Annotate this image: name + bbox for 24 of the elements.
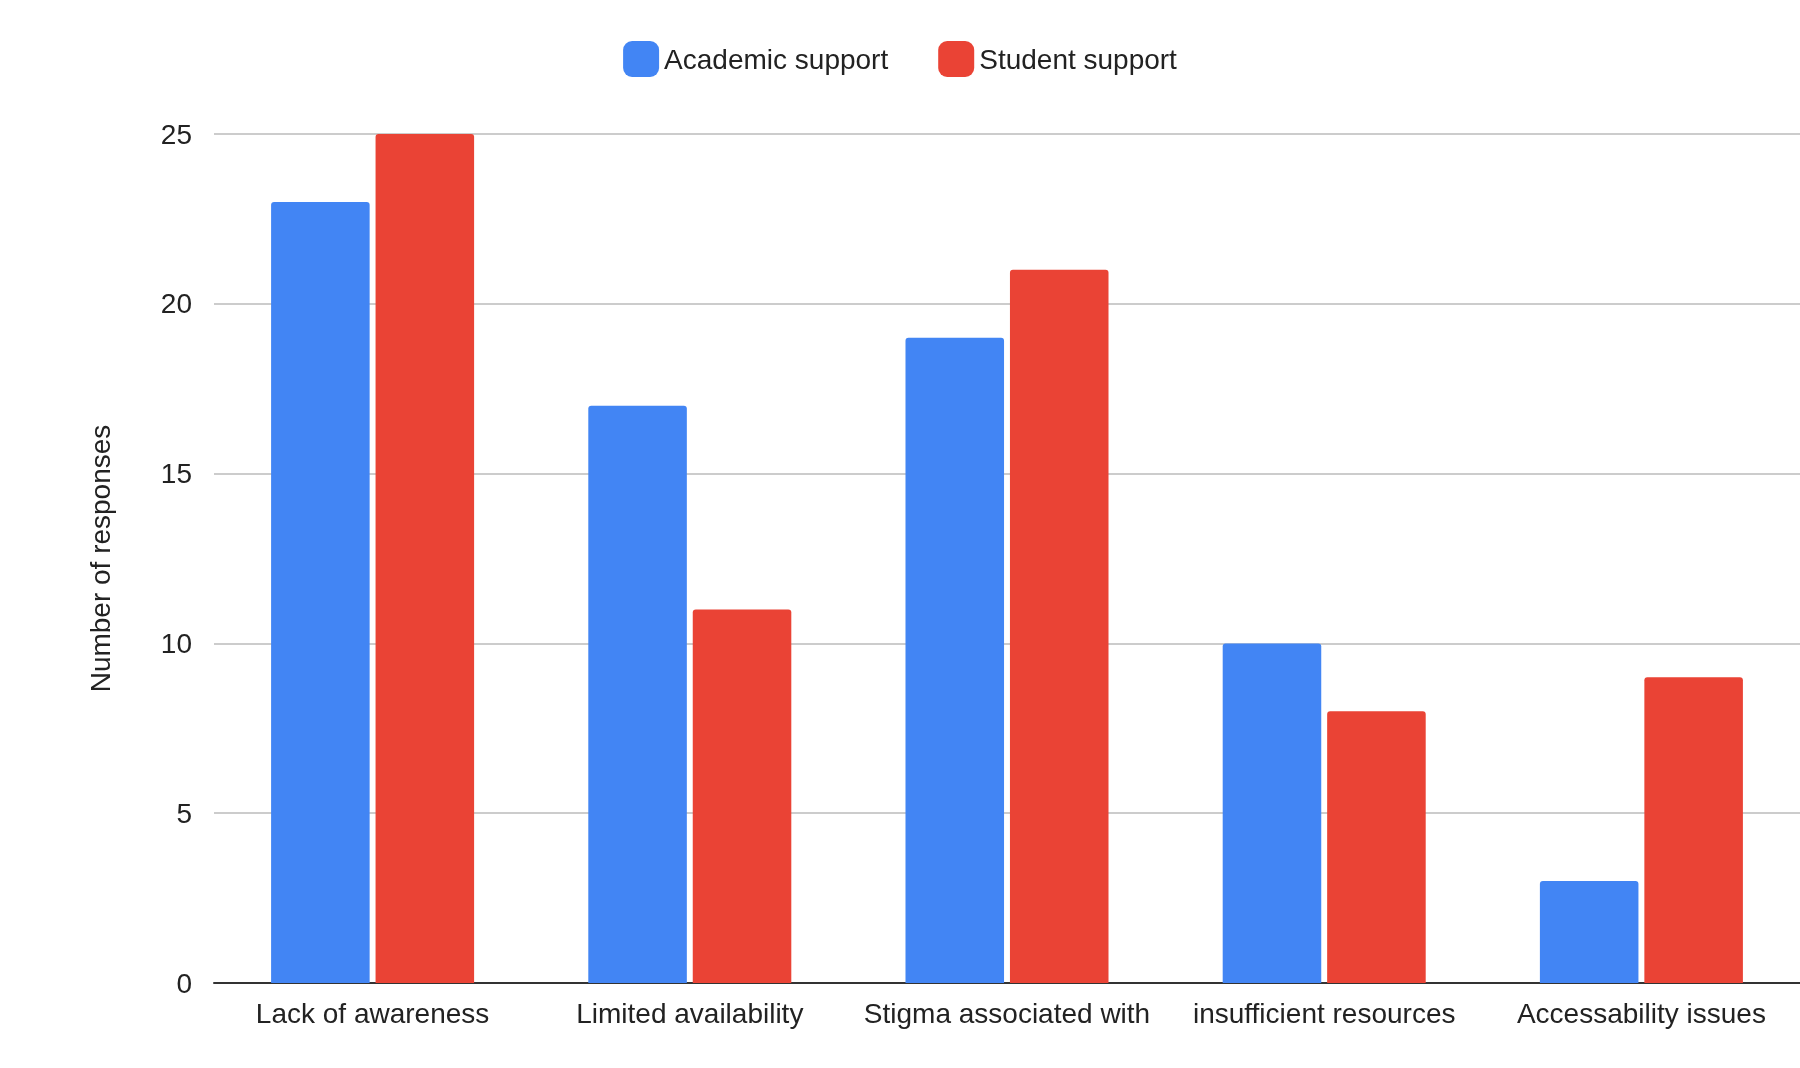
x-tick-label: Lack of awareness: [255, 997, 490, 1029]
bar: [905, 337, 1005, 983]
bar: [692, 609, 792, 983]
bar: [1327, 711, 1426, 983]
legend-label: Student support: [979, 43, 1178, 75]
x-tick-label: Accessability issues: [1516, 997, 1766, 1029]
x-tick-label: insufficient resources: [1192, 997, 1456, 1029]
y-tick-label: 0: [176, 967, 192, 999]
y-tick-label: 20: [160, 288, 192, 320]
bar: [375, 134, 475, 983]
bar: [1222, 643, 1322, 983]
bar: [1644, 677, 1743, 983]
y-tick-label: 25: [160, 118, 192, 150]
legend-label: Academic support: [664, 43, 889, 75]
bar: [1009, 269, 1109, 983]
x-tick-label: Stigma associated with: [863, 997, 1151, 1029]
y-axis-title: Number of responses: [84, 424, 116, 693]
y-tick-label: 5: [176, 797, 192, 829]
x-tick-label: Limited availability: [576, 997, 804, 1029]
y-tick-label: 15: [160, 458, 192, 490]
y-tick-label: 10: [160, 627, 192, 659]
bar: [588, 405, 687, 983]
bar: [1539, 881, 1639, 983]
bar: [271, 201, 370, 983]
